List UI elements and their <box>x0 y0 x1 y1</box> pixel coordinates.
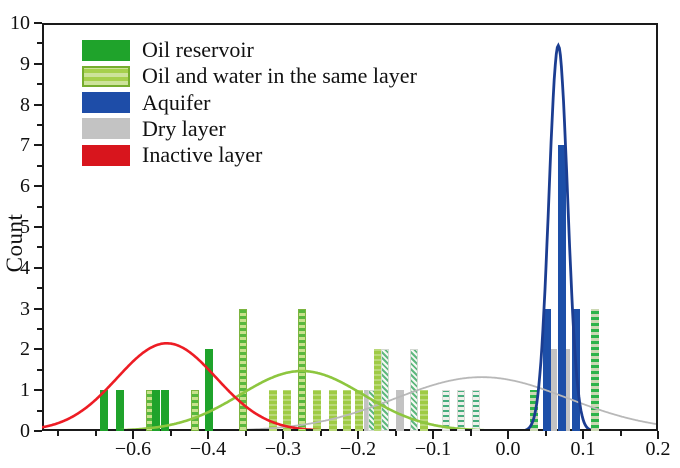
bar-aquifer <box>572 308 581 431</box>
y-tick-label: 1 <box>20 379 30 402</box>
x-major-tick <box>657 431 659 439</box>
y-minor-tick <box>37 409 42 412</box>
y-minor-tick <box>37 246 42 249</box>
y-minor-tick <box>37 83 42 86</box>
x-minor-tick <box>94 431 97 436</box>
x-major-tick <box>207 431 209 439</box>
legend-label: Oil reservoir <box>142 37 254 62</box>
legend-item: Dry layer <box>82 116 226 142</box>
legend-item: Oil reservoir <box>82 37 254 63</box>
y-tick-label: 2 <box>20 338 30 361</box>
bar-oil <box>99 390 108 431</box>
y-tick-label: 3 <box>20 297 30 320</box>
x-minor-tick <box>469 431 472 436</box>
bar-dot_green <box>530 390 539 431</box>
y-major-tick <box>34 389 42 392</box>
bar-oil <box>152 390 161 431</box>
bar-hatch_teal <box>381 349 389 431</box>
y-tick-label: 5 <box>20 216 30 238</box>
bar-hatch_teal <box>410 349 419 431</box>
bar-oilwater_pat <box>191 390 200 431</box>
y-major-tick <box>34 144 42 147</box>
y-major-tick <box>34 266 42 269</box>
bar-oil <box>161 390 170 431</box>
x-major-tick <box>282 431 284 439</box>
y-major-tick <box>34 103 42 106</box>
y-tick-label: 4 <box>20 256 30 279</box>
legend-item: Inactive layer <box>82 142 262 168</box>
x-major-tick <box>357 431 359 439</box>
aquifer-swatch <box>82 92 130 114</box>
x-tick-label: −0.1 <box>414 438 452 460</box>
bar-oilwater <box>420 390 428 431</box>
y-major-tick <box>34 185 42 188</box>
x-tick-label: 0.0 <box>495 438 521 460</box>
bar-oilwater <box>269 390 278 431</box>
bar-dot_teal <box>456 390 465 431</box>
legend-label: Aquifer <box>142 89 211 115</box>
legend-label: Oil and water in the same layer <box>142 63 417 89</box>
x-major-tick <box>582 431 584 439</box>
bar-oilwater_pat <box>297 308 306 431</box>
x-minor-tick <box>57 431 59 436</box>
y-major-tick <box>34 226 42 228</box>
oil-swatch <box>82 39 130 61</box>
y-minor-tick <box>37 164 42 167</box>
bar-oilwater <box>342 390 351 431</box>
legend-item: Aquifer <box>82 90 210 116</box>
y-major-tick <box>34 348 42 351</box>
bar-oilwater <box>282 390 291 431</box>
y-tick-label: 8 <box>20 93 30 116</box>
y-major-tick <box>34 22 42 24</box>
y-minor-tick <box>37 42 42 45</box>
x-tick-label: −0.3 <box>264 438 302 460</box>
x-major-tick <box>507 431 509 439</box>
y-minor-tick <box>37 328 42 330</box>
x-tick-label: 0.2 <box>645 438 671 460</box>
x-minor-tick <box>169 431 172 436</box>
bar-aquifer <box>558 145 566 431</box>
y-major-tick <box>34 307 42 310</box>
dry-swatch <box>82 118 130 140</box>
bar-oil <box>204 349 213 431</box>
y-minor-tick <box>37 368 42 371</box>
y-tick-label: 10 <box>10 12 30 34</box>
oilwater_pat-swatch <box>82 65 130 87</box>
x-tick-label: −0.6 <box>114 438 152 460</box>
y-tick-label: 7 <box>20 134 30 157</box>
bar-dot_teal <box>471 390 480 431</box>
bar-dot_teal <box>441 390 450 431</box>
y-minor-tick <box>37 124 42 126</box>
x-tick-label: −0.2 <box>339 438 377 460</box>
y-minor-tick <box>37 205 42 208</box>
legend-label: Inactive layer <box>142 142 263 168</box>
bar-oilwater <box>329 390 338 431</box>
y-tick-label: 9 <box>20 52 30 75</box>
bar-dry <box>396 390 404 431</box>
legend-label: Dry layer <box>142 115 226 141</box>
x-major-tick <box>132 431 134 439</box>
x-minor-tick <box>619 431 622 436</box>
y-tick-label: 6 <box>20 175 30 198</box>
inactive-swatch <box>82 144 130 166</box>
x-minor-tick <box>544 431 547 436</box>
bar-oilwater <box>354 390 363 431</box>
x-minor-tick <box>244 431 247 436</box>
bar-oilwater <box>312 390 321 431</box>
x-major-tick <box>432 431 434 439</box>
y-minor-tick <box>37 287 42 290</box>
x-tick-label: 0.1 <box>570 438 596 460</box>
y-tick-label: 0 <box>20 420 30 442</box>
bar-aquifer <box>543 308 551 431</box>
bar-oil <box>116 390 125 431</box>
x-minor-tick <box>394 431 397 436</box>
y-major-tick <box>34 430 42 432</box>
x-tick-label: −0.4 <box>189 438 227 460</box>
legend-item: Oil and water in the same layer <box>82 63 417 89</box>
y-major-tick <box>34 62 42 65</box>
bar-oilwater_pat <box>239 308 248 431</box>
bar-dot_green <box>591 308 599 431</box>
x-minor-tick <box>319 431 322 436</box>
